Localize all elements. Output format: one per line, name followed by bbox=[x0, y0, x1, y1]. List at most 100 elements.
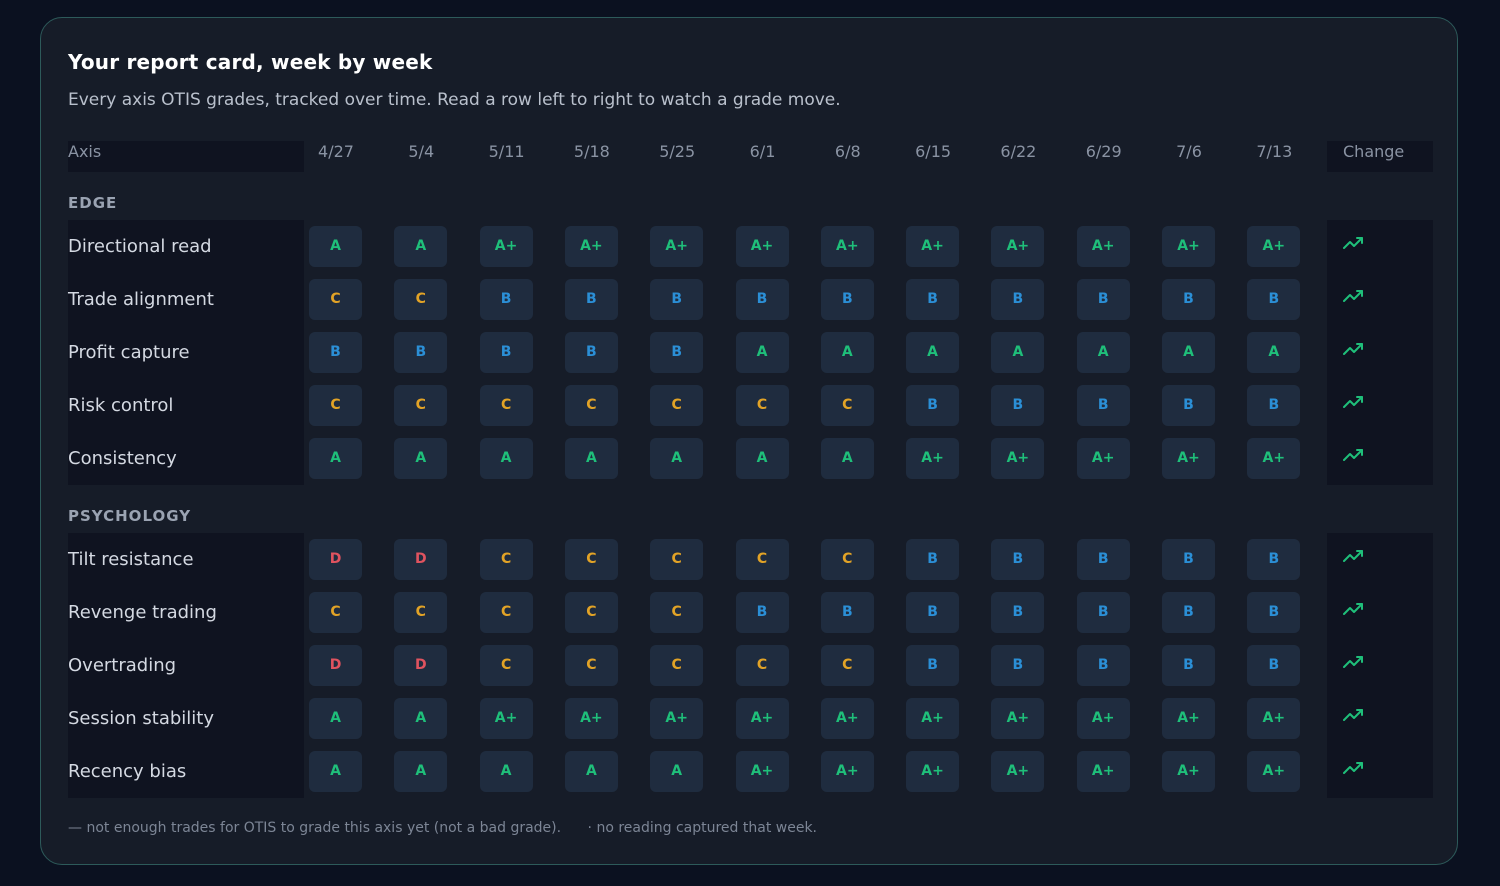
grade-cell: A bbox=[394, 751, 448, 792]
grade-cell: B bbox=[906, 539, 960, 580]
grade-cell: C bbox=[309, 279, 362, 320]
grade-cell: A bbox=[394, 226, 448, 267]
grade-cell: A bbox=[1247, 332, 1301, 373]
grade-cell: A+ bbox=[735, 226, 789, 267]
grade-cell: C bbox=[309, 592, 362, 633]
grade-cell: C bbox=[820, 385, 874, 426]
grade-cell: A+ bbox=[1076, 751, 1130, 792]
grade-cell: B bbox=[820, 592, 874, 633]
trending-up-icon bbox=[1343, 290, 1363, 302]
grade-cell: A bbox=[735, 438, 789, 479]
grade-cell: C bbox=[479, 592, 533, 633]
week-header: 5/11 bbox=[488, 142, 525, 161]
change-column-header: Change bbox=[1343, 142, 1405, 161]
change-header-background bbox=[1327, 141, 1433, 172]
report-card-panel: Your report card, week by week Every axi… bbox=[40, 17, 1458, 865]
week-header: 4/27 bbox=[318, 142, 354, 161]
grade-cell: B bbox=[991, 279, 1045, 320]
section-label-psychology: PSYCHOLOGY bbox=[68, 507, 192, 525]
grade-cell: D bbox=[394, 539, 448, 580]
grade-cell: A+ bbox=[1076, 438, 1130, 479]
trending-up-icon bbox=[1343, 603, 1363, 615]
grade-cell: A+ bbox=[820, 751, 874, 792]
trending-up-icon bbox=[1343, 343, 1363, 355]
grade-cell: A bbox=[1076, 332, 1130, 373]
week-header: 7/6 bbox=[1176, 142, 1202, 161]
grade-cell: B bbox=[991, 645, 1045, 686]
grade-cell: A+ bbox=[906, 438, 960, 479]
trending-up-icon bbox=[1343, 656, 1363, 668]
grade-cell: A+ bbox=[820, 698, 874, 739]
grade-cell: C bbox=[479, 645, 533, 686]
grade-cell: B bbox=[1162, 645, 1215, 686]
grade-cell: A+ bbox=[820, 226, 874, 267]
grade-cell: B bbox=[1076, 645, 1130, 686]
grade-cell: A bbox=[650, 438, 704, 479]
grade-cell: B bbox=[735, 592, 789, 633]
grade-cell: C bbox=[735, 385, 789, 426]
grade-cell: C bbox=[650, 592, 704, 633]
week-header: 6/15 bbox=[915, 142, 952, 161]
grade-cell: A+ bbox=[906, 751, 960, 792]
grade-cell: B bbox=[564, 332, 618, 373]
grade-cell: A+ bbox=[564, 698, 618, 739]
grade-cell: B bbox=[1247, 539, 1301, 580]
grade-cell: C bbox=[564, 592, 618, 633]
grade-cell: B bbox=[991, 539, 1045, 580]
axis-row-label: Session stability bbox=[68, 708, 215, 729]
grade-cell: B bbox=[906, 279, 960, 320]
grade-cell: A bbox=[309, 751, 362, 792]
week-header: 6/1 bbox=[749, 142, 776, 161]
axis-row-label: Recency bias bbox=[68, 761, 187, 782]
grade-cell: C bbox=[650, 539, 704, 580]
grade-cell: B bbox=[906, 385, 960, 426]
grade-cell: A+ bbox=[1076, 698, 1130, 739]
grade-cell: A bbox=[991, 332, 1045, 373]
grade-cell: A+ bbox=[735, 698, 789, 739]
grade-cell: C bbox=[735, 645, 789, 686]
grade-cell: C bbox=[394, 592, 448, 633]
grade-cell: A+ bbox=[1162, 226, 1215, 267]
grade-cell: A+ bbox=[991, 698, 1045, 739]
grade-cell: C bbox=[564, 645, 618, 686]
footnote: — not enough trades for OTIS to grade th… bbox=[68, 820, 839, 836]
grade-cell: C bbox=[820, 539, 874, 580]
grade-cell: A+ bbox=[735, 751, 789, 792]
grade-cell: A+ bbox=[1247, 751, 1301, 792]
grade-cell: A+ bbox=[991, 751, 1045, 792]
grade-cell: A bbox=[650, 751, 704, 792]
grade-cell: A bbox=[564, 751, 618, 792]
grade-cell: B bbox=[991, 592, 1045, 633]
grade-cell: B bbox=[735, 279, 789, 320]
grade-cell: A+ bbox=[650, 226, 704, 267]
week-header: 6/8 bbox=[834, 142, 861, 161]
week-header: 5/18 bbox=[573, 142, 610, 161]
grade-cell: C bbox=[650, 645, 704, 686]
axis-row-label: Tilt resistance bbox=[68, 549, 194, 570]
grade-cell: A bbox=[394, 698, 448, 739]
grade-cell: C bbox=[735, 539, 789, 580]
grade-cell: B bbox=[906, 645, 960, 686]
grade-cell: A bbox=[309, 226, 362, 267]
axis-column-header: Axis bbox=[68, 142, 102, 161]
grade-cell: B bbox=[1162, 592, 1215, 633]
axis-row-label: Profit capture bbox=[68, 342, 190, 363]
grade-cell: C bbox=[650, 385, 704, 426]
grade-cell: B bbox=[1162, 539, 1215, 580]
axis-row-label: Risk control bbox=[68, 395, 174, 416]
grade-cell: A bbox=[479, 751, 533, 792]
axis-row-label: Directional read bbox=[68, 236, 212, 257]
grade-cell: B bbox=[820, 279, 874, 320]
grade-cell: A+ bbox=[479, 698, 533, 739]
grade-cell: B bbox=[650, 332, 704, 373]
grade-cell: A+ bbox=[1076, 226, 1130, 267]
week-header: 7/13 bbox=[1256, 142, 1293, 161]
grade-cell: B bbox=[479, 332, 533, 373]
axis-row-label: Overtrading bbox=[68, 655, 177, 676]
grade-cell: B bbox=[1162, 385, 1215, 426]
grade-cell: A bbox=[735, 332, 789, 373]
grade-cell: A+ bbox=[1162, 438, 1215, 479]
axis-row-label: Consistency bbox=[68, 448, 177, 469]
grade-cell: A+ bbox=[1247, 226, 1301, 267]
grade-cell: C bbox=[394, 385, 448, 426]
